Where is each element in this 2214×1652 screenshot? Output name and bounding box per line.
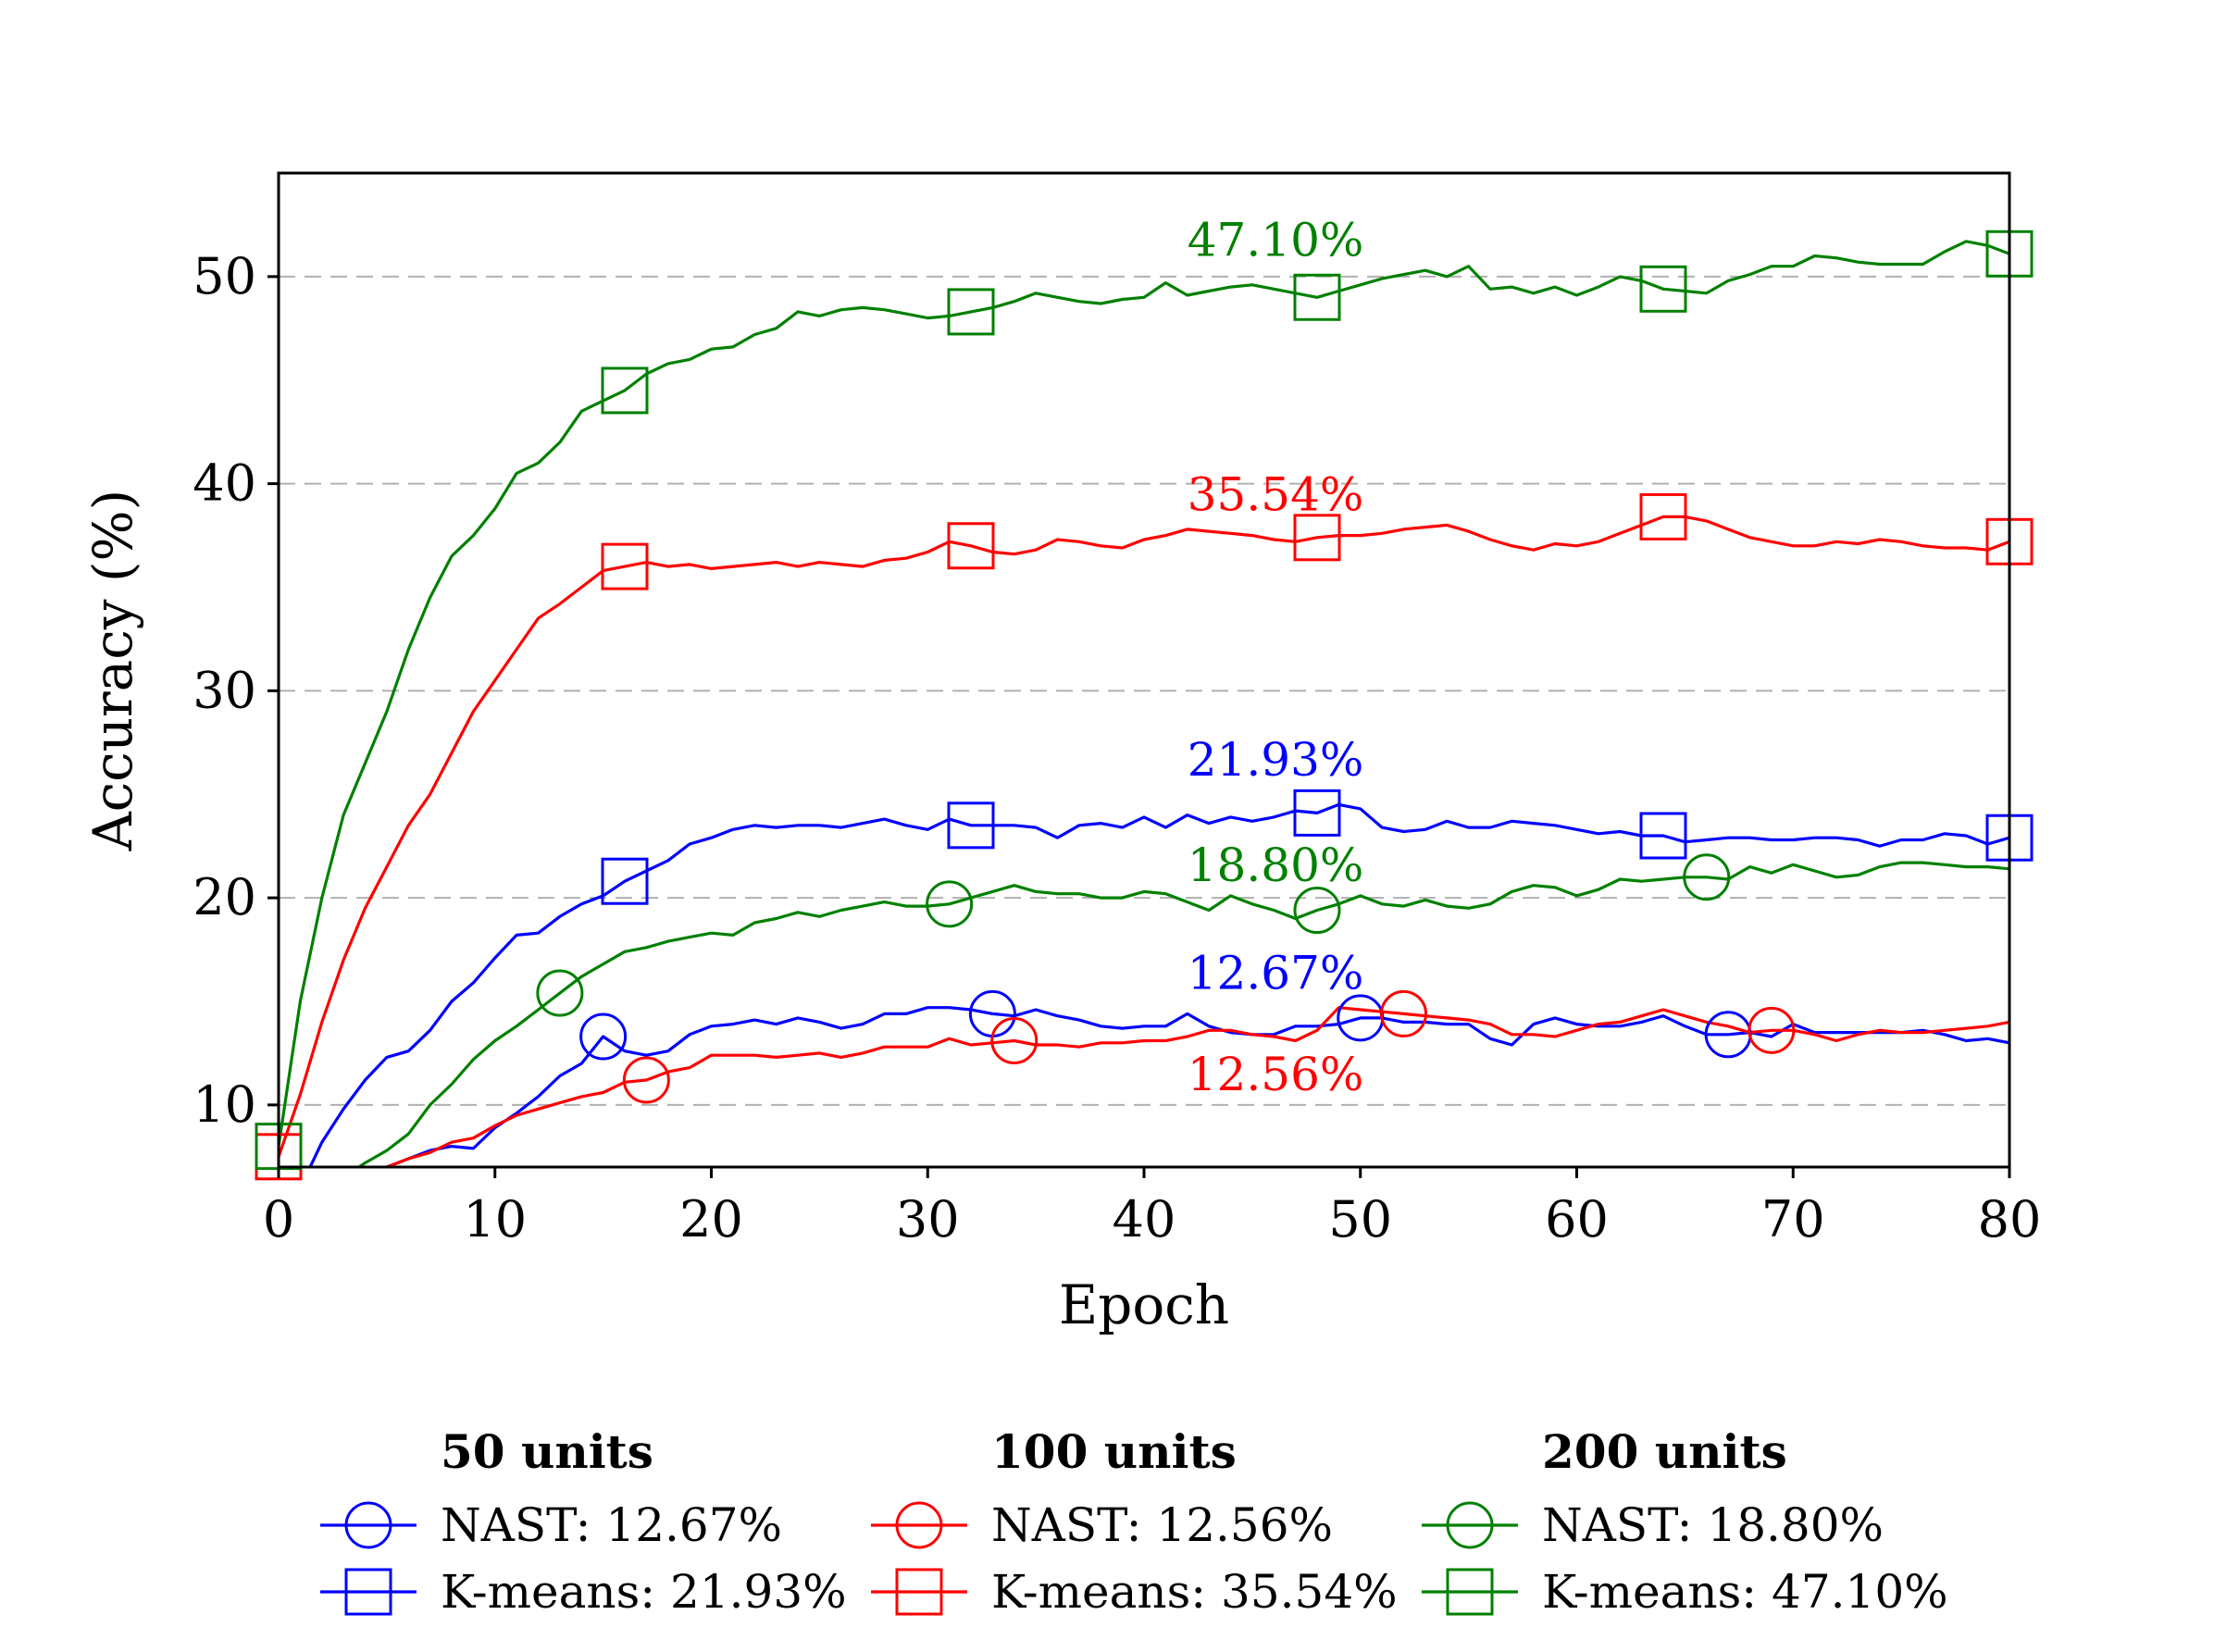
series-marker-200-units-kmeans — [601, 366, 649, 415]
series-marker-100-units-nast — [622, 1056, 670, 1104]
series-marker-50-units-nast — [579, 1012, 628, 1061]
x-tick-label: 80 — [1978, 1190, 2042, 1248]
series-marker-100-units-nast — [1748, 1006, 1796, 1054]
series-marker-200-units-nast — [1683, 853, 1731, 901]
legend-marker-square — [344, 1568, 392, 1616]
legend-group-title: 200 units — [1542, 1424, 1787, 1479]
annotation-label: 12.56% — [1188, 1048, 1364, 1101]
y-tick-label: 50 — [193, 247, 256, 305]
x-tick-label: 40 — [1113, 1190, 1176, 1248]
legend: 50 units NAST: 12.67% K-means: 21.93% 100 u… — [320, 1424, 1948, 1619]
series-marker-200-units-kmeans — [1293, 273, 1341, 321]
x-tick-label: 70 — [1761, 1190, 1825, 1248]
x-tick-label: 0 — [263, 1190, 294, 1248]
x-tick-label: 60 — [1545, 1190, 1609, 1248]
legend-group-title: 100 units — [991, 1424, 1237, 1479]
annotation-label: 21.93% — [1188, 733, 1364, 787]
legend-marker-square — [895, 1568, 943, 1616]
series-marker-50-units-kmeans — [601, 857, 649, 905]
x-tick-label: 20 — [679, 1190, 743, 1248]
y-tick-label: 40 — [193, 454, 256, 513]
legend-entry-label: NAST: 18.80% — [1542, 1498, 1884, 1552]
annotation-label: 12.67% — [1188, 947, 1364, 1000]
series-marker-100-units-nast — [990, 1017, 1039, 1065]
annotation-label: 35.54% — [1188, 468, 1364, 522]
series-line-50-units-kmeans — [308, 802, 2009, 1167]
series-line-100-units-kmeans — [279, 515, 2009, 1158]
y-axis-label: Accuracy (%) — [81, 490, 144, 852]
legend-entry-label: K-means: 21.93% — [441, 1565, 847, 1619]
y-tick-label: 20 — [193, 868, 256, 926]
series-marker-50-units-kmeans — [1639, 812, 1687, 860]
legend-entry-label: NAST: 12.56% — [991, 1498, 1333, 1552]
series-layer — [279, 240, 2009, 1167]
y-tick-label: 30 — [193, 661, 256, 719]
series-marker-100-units-kmeans — [1639, 492, 1687, 540]
x-tick-label: 30 — [896, 1190, 960, 1248]
series-marker-50-units-kmeans — [1293, 789, 1341, 837]
series-marker-100-units-kmeans — [947, 522, 995, 570]
legend-marker-square — [1446, 1568, 1494, 1616]
annotation-label: 18.80% — [1188, 838, 1364, 892]
series-marker-100-units-kmeans — [601, 542, 649, 590]
legend-marker-circle — [895, 1501, 943, 1549]
series-line-200-units-nast — [355, 861, 2009, 1167]
series-marker-200-units-nast — [536, 969, 584, 1017]
series-marker-200-units-nast — [926, 880, 974, 928]
legend-marker-circle — [344, 1501, 392, 1549]
series-marker-200-units-kmeans — [1639, 265, 1687, 313]
legend-marker-circle — [1446, 1501, 1494, 1549]
series-line-100-units-nast — [379, 1006, 2009, 1167]
x-tick-label: 50 — [1328, 1190, 1392, 1248]
x-axis-label: Epoch — [1059, 1273, 1229, 1336]
series-line-200-units-kmeans — [279, 240, 2009, 1147]
series-line-50-units-nast — [382, 1006, 2009, 1167]
series-marker-200-units-nast — [1293, 887, 1341, 935]
legend-entry-label: NAST: 12.67% — [441, 1498, 782, 1552]
series-marker-100-units-nast — [1380, 989, 1427, 1037]
series-marker-200-units-kmeans — [947, 288, 995, 336]
legend-group-title: 50 units — [441, 1424, 653, 1479]
annotation-label: 47.10% — [1188, 214, 1364, 267]
annotation-layer: 47.10% 35.54% 21.93% 18.80% 12.67% 12.56% — [1188, 214, 1364, 1102]
grid-layer — [279, 275, 2009, 1106]
x-tick-label: 10 — [463, 1190, 527, 1248]
legend-entry-label: K-means: 47.10% — [1542, 1565, 1948, 1619]
series-marker-100-units-kmeans — [1293, 514, 1341, 562]
series-marker-50-units-kmeans — [947, 801, 995, 850]
y-tick-label: 10 — [193, 1075, 256, 1134]
legend-entry-label: K-means: 35.54% — [991, 1565, 1398, 1619]
